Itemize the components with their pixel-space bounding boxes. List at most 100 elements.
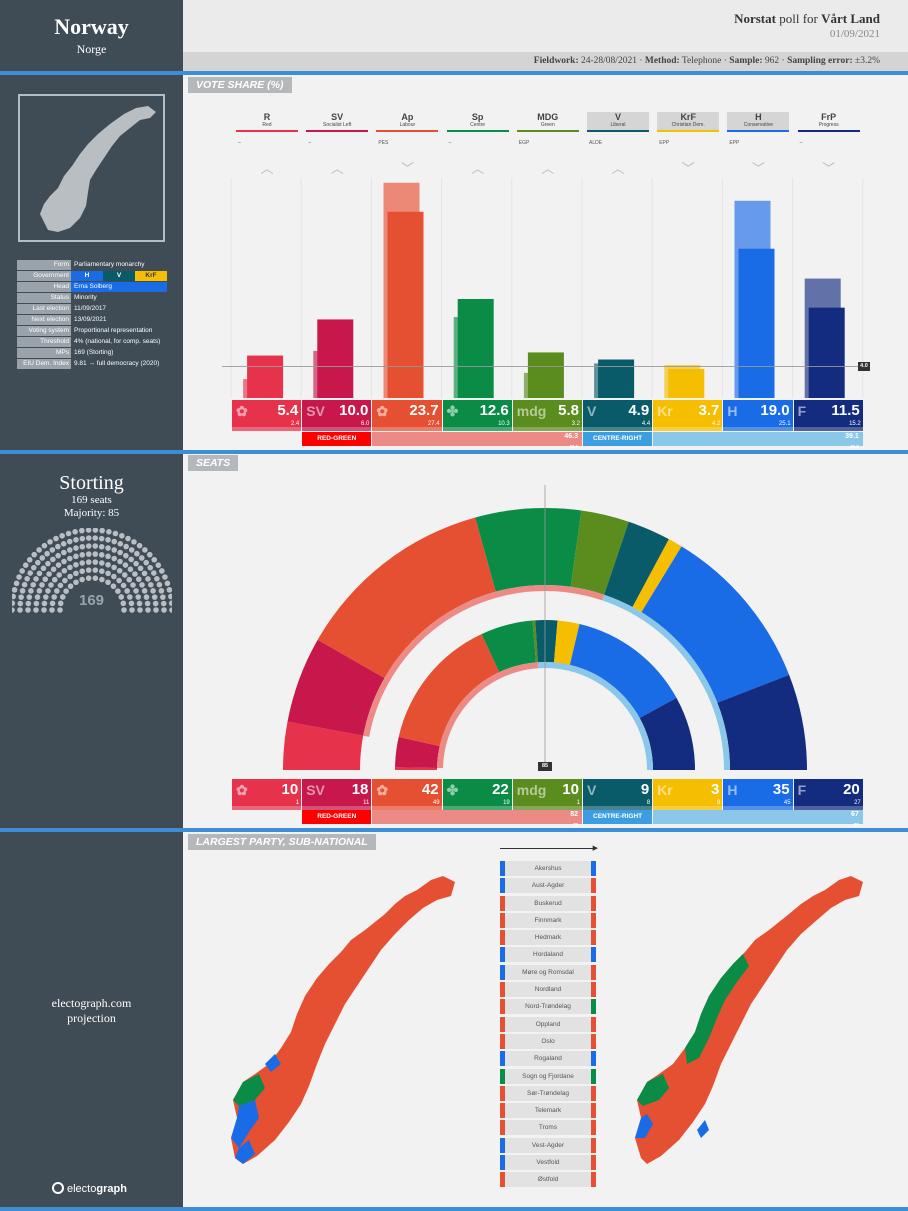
party-previous: 2.4 bbox=[290, 421, 300, 427]
info-row: Status Minority bbox=[17, 293, 167, 303]
party-logo-icon: ✿ bbox=[376, 782, 389, 798]
brand-logo: electograph bbox=[52, 1182, 127, 1195]
party-name: Progress bbox=[818, 122, 839, 128]
seat-arc-krf bbox=[554, 620, 580, 665]
party-value: 10 bbox=[281, 781, 299, 798]
seat-dot bbox=[111, 573, 117, 580]
party-header-sp: Sp Centre – bbox=[446, 112, 509, 146]
seat-dot bbox=[98, 552, 105, 558]
party-logo-icon: mdg bbox=[516, 403, 547, 419]
party-abbr: MDG bbox=[537, 112, 559, 122]
site-name: electograph.com bbox=[51, 996, 132, 1010]
seat-dot bbox=[151, 570, 157, 576]
seat-dot bbox=[156, 581, 163, 588]
region-prev-color bbox=[500, 1172, 505, 1188]
seat-dot bbox=[19, 568, 25, 574]
seat-dot bbox=[31, 551, 38, 558]
party-previous: 49 bbox=[432, 800, 440, 806]
region-row: Vestfold bbox=[500, 1155, 596, 1171]
coalition-value: 82 bbox=[570, 811, 578, 818]
seat-dot bbox=[92, 543, 99, 549]
brand-b: graph bbox=[96, 1183, 127, 1195]
seat-dot bbox=[85, 567, 92, 573]
seat-dot bbox=[145, 576, 151, 582]
seat-dot bbox=[42, 594, 49, 600]
seat-dot bbox=[79, 568, 85, 575]
info-value: Proportional representation bbox=[74, 327, 153, 334]
party-previous: 1 bbox=[576, 800, 580, 806]
party-value: 4.9 bbox=[628, 402, 650, 419]
section-vote-share: VOTE SHARE (%) bbox=[188, 77, 292, 93]
vote-share-chart bbox=[222, 178, 864, 398]
coalition-bar-red-green: 46.3 43.6 bbox=[372, 432, 582, 449]
value-box-mdg: mdg 5.8 3.2 bbox=[512, 400, 582, 431]
seat-dot bbox=[73, 553, 79, 560]
region-row: Hedmark bbox=[500, 930, 596, 946]
chevron-down-icon: ﹀ bbox=[400, 161, 414, 176]
fieldwork: 24-28/08/2021 bbox=[581, 56, 637, 66]
party-name: Labour bbox=[399, 122, 416, 128]
region-row: Nordland bbox=[500, 982, 596, 998]
info-row: Head Erna Solberg bbox=[17, 282, 167, 292]
seat-dot bbox=[59, 532, 65, 539]
parliament-name: Storting bbox=[59, 472, 124, 494]
region-name: Telemark bbox=[534, 1107, 562, 1115]
info-row: EIU Dem. Index 9.81 → full democracy (202… bbox=[17, 359, 167, 369]
region-now-color bbox=[591, 982, 596, 998]
party-logo-icon: ✿ bbox=[236, 782, 248, 798]
party-value: 20 bbox=[843, 781, 860, 798]
seat-dot bbox=[54, 588, 60, 594]
party-group: EPP bbox=[659, 140, 670, 146]
party-header-v: V Liberal ALDE bbox=[587, 112, 649, 146]
region-now-color bbox=[591, 1068, 596, 1084]
chevron-up-icon: ︿ bbox=[541, 161, 555, 176]
party-value: 11.5 bbox=[831, 402, 860, 419]
region-row: Rogaland bbox=[500, 1051, 596, 1067]
seat-dot bbox=[13, 580, 20, 587]
seat-dot bbox=[117, 540, 124, 547]
seat-dot bbox=[120, 600, 127, 607]
seat-dot bbox=[130, 582, 136, 588]
poll-meta: Fieldwork: 24-28/08/2021 · Method: Telep… bbox=[533, 56, 880, 66]
party-abbr: KrF bbox=[680, 112, 696, 122]
seat-dot bbox=[39, 582, 45, 588]
chevron-up-icon: ︿ bbox=[611, 161, 625, 176]
method: Telephone bbox=[681, 56, 722, 66]
coalition-bar-centre-right: 67 88 bbox=[653, 810, 863, 827]
region-now-color bbox=[591, 1103, 596, 1119]
seat-dot bbox=[12, 587, 18, 593]
coalition-previous: 48.9 bbox=[850, 444, 859, 449]
party-line bbox=[236, 130, 298, 132]
sidebar bbox=[0, 0, 183, 1211]
seat-arc-r bbox=[395, 767, 438, 770]
seat-dot bbox=[66, 547, 73, 553]
seat-dot bbox=[147, 564, 154, 571]
info-value: 11/09/2017 bbox=[74, 305, 107, 312]
party-previous: 15.2 bbox=[849, 421, 861, 427]
seat-dot bbox=[145, 607, 151, 613]
section-largest-party: LARGEST PARTY, SUB-NATIONAL bbox=[188, 834, 376, 850]
seat-dot bbox=[33, 607, 39, 613]
chevron-up-icon: ︿ bbox=[260, 161, 274, 176]
bar-krf bbox=[668, 368, 705, 398]
seat-dot bbox=[160, 600, 167, 607]
party-value: 5.4 bbox=[277, 402, 299, 419]
region-prev-color bbox=[500, 999, 505, 1015]
error-label: Sampling error: bbox=[787, 56, 853, 66]
seat-dot bbox=[111, 538, 118, 545]
seat-dot bbox=[66, 538, 73, 545]
seat-dot bbox=[123, 552, 129, 559]
seat-dot bbox=[41, 600, 48, 607]
region-name: Aust-Agder bbox=[531, 882, 565, 890]
map-projection bbox=[635, 876, 863, 1164]
region-row: Møre og Romsdal bbox=[500, 964, 596, 980]
party-value: 10.0 bbox=[339, 402, 369, 419]
info-key: EIU Dem. Index bbox=[17, 359, 71, 369]
region-name: Sogn og Fjordane bbox=[522, 1072, 574, 1080]
seat-dot bbox=[135, 594, 142, 600]
region-prev-color bbox=[500, 912, 505, 928]
poll-title: Norstat poll for Vårt Land bbox=[734, 11, 880, 27]
info-key: MPs bbox=[17, 348, 71, 358]
seat-dot bbox=[22, 562, 29, 569]
info-table: Form Parliamentary monarchy Government H V Kr… bbox=[17, 260, 167, 370]
